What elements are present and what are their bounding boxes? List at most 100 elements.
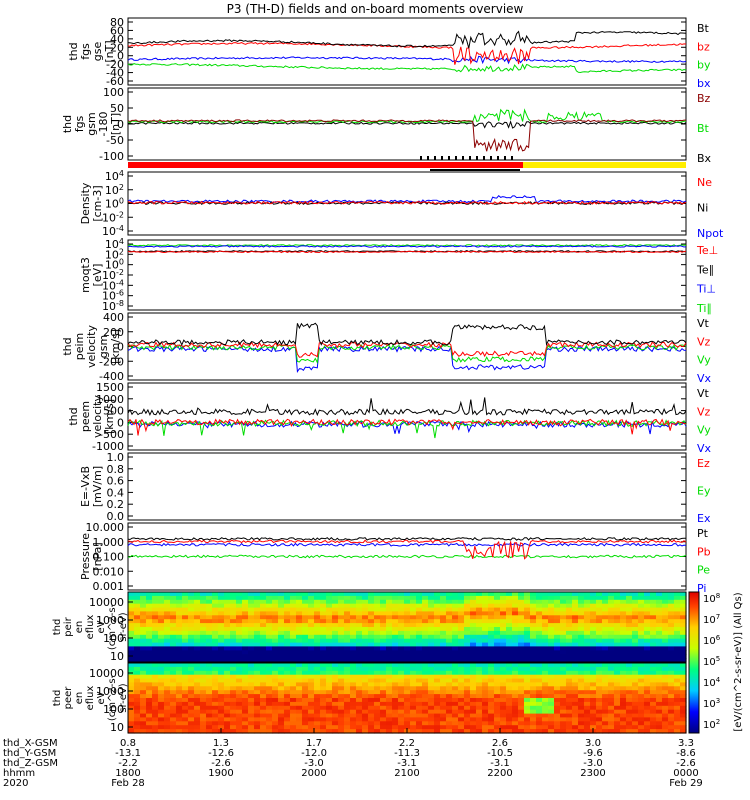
heatmap-cell — [572, 690, 579, 695]
heatmap-cell — [494, 663, 501, 668]
heatmap-cell — [590, 674, 597, 680]
heatmap-cell — [128, 701, 135, 707]
heatmap-cell — [458, 630, 465, 636]
heatmap-cell — [218, 663, 225, 668]
heatmap-cell — [326, 611, 333, 616]
heatmap-cell — [668, 642, 675, 648]
heatmap-cell — [302, 619, 309, 624]
heatmap-cell — [314, 713, 321, 719]
heatmap-cell — [638, 630, 645, 636]
heatmap-cell — [614, 709, 621, 715]
mode-bar-mark — [497, 156, 499, 160]
heatmap-cell — [512, 713, 519, 719]
heatmap-cell — [350, 603, 357, 609]
heatmap-cell — [194, 678, 201, 684]
heatmap-cell — [644, 619, 651, 624]
heatmap-cell — [356, 663, 363, 668]
heatmap-cell — [338, 607, 345, 613]
heatmap-cell — [266, 674, 273, 680]
heatmap-cell — [140, 666, 147, 672]
heatmap-cell — [386, 619, 393, 624]
heatmap-cell — [428, 646, 435, 651]
heatmap-cell — [212, 630, 219, 636]
heatmap-cell — [668, 603, 675, 609]
heatmap-cell — [488, 709, 495, 715]
heatmap-cell — [476, 658, 483, 663]
heatmap-cell — [194, 646, 201, 651]
heatmap-cell — [416, 666, 423, 672]
heatmap-cell — [314, 642, 321, 648]
heatmap-cell — [500, 650, 507, 655]
heatmap-cell — [632, 642, 639, 648]
heatmap-cell — [482, 729, 489, 734]
heatmap-cell — [266, 698, 273, 703]
heatmap-cell — [650, 592, 657, 597]
heatmap-cell — [206, 674, 213, 680]
heatmap-cell — [374, 705, 381, 711]
heatmap-cell — [440, 686, 447, 691]
heatmap-cell — [386, 607, 393, 613]
heatmap-cell — [422, 627, 429, 632]
heatmap-cell — [380, 642, 387, 648]
heatmap-cell — [242, 642, 249, 648]
heatmap-cell — [608, 592, 615, 597]
heatmap-cell — [356, 686, 363, 691]
heatmap-cell — [422, 658, 429, 663]
heatmap-cell — [386, 666, 393, 672]
heatmap-cell — [398, 686, 405, 691]
heatmap-cell — [290, 729, 297, 734]
heatmap-cell — [320, 623, 327, 628]
heatmap-cell — [164, 690, 171, 695]
heatmap-cell — [146, 717, 153, 722]
heatmap-cell — [128, 634, 135, 640]
heatmap-cell — [290, 658, 297, 663]
heatmap-cell — [266, 623, 273, 628]
heatmap-cell — [614, 674, 621, 680]
heatmap-cell — [392, 717, 399, 722]
heatmap-cell — [128, 663, 135, 668]
heatmap-cell — [218, 603, 225, 609]
heatmap-cell — [362, 694, 369, 699]
heatmap-cell — [386, 642, 393, 648]
heatmap-cell — [572, 678, 579, 684]
heatmap-cell — [638, 694, 645, 699]
heatmap-cell — [224, 595, 231, 601]
heatmap-cell — [638, 721, 645, 726]
heatmap-cell — [656, 595, 663, 601]
heatmap-cell — [290, 705, 297, 711]
heatmap-cell — [548, 721, 555, 726]
heatmap-cell — [578, 666, 585, 672]
heatmap-cell — [656, 686, 663, 691]
heatmap-cell — [566, 705, 573, 711]
heatmap-cell — [380, 729, 387, 734]
heatmap-cell — [524, 658, 531, 663]
heatmap-cell — [212, 607, 219, 613]
heatmap-cell — [530, 642, 537, 648]
heatmap-cell — [230, 729, 237, 734]
heatmap-cell — [404, 670, 411, 676]
legend-bz: bz — [697, 40, 710, 53]
heatmap-cell — [254, 709, 261, 715]
heatmap-cell — [146, 670, 153, 676]
heatmap-cell — [452, 690, 459, 695]
heatmap-cell — [362, 623, 369, 628]
heatmap-cell — [170, 725, 177, 730]
heatmap-cell — [308, 666, 315, 672]
heatmap-cell — [284, 603, 291, 609]
heatmap-cell — [566, 674, 573, 680]
mode-bar-mark — [476, 156, 478, 160]
heatmap-cell — [158, 713, 165, 719]
heatmap-cell — [296, 592, 303, 597]
heatmap-cell — [458, 634, 465, 640]
heatmap-cell — [500, 599, 507, 605]
heatmap-cell — [176, 686, 183, 691]
heatmap-cell — [638, 646, 645, 651]
heatmap-cell — [602, 713, 609, 719]
heatmap-cell — [182, 713, 189, 719]
series-line-Pe — [127, 554, 687, 559]
heatmap-cell — [590, 654, 597, 659]
heatmap-cell — [554, 674, 561, 680]
heatmap-cell — [488, 694, 495, 699]
heatmap-cell — [260, 619, 267, 624]
heatmap-cell — [254, 595, 261, 601]
